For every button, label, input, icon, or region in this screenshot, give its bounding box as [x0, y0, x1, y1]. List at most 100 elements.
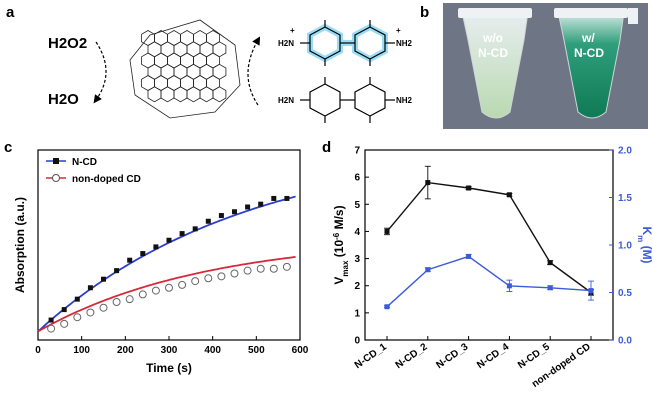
data-point-non-doped	[112, 298, 121, 306]
oxidized-tmb-structure: H2N NH2 + +	[278, 20, 413, 66]
km-point	[506, 283, 512, 289]
charge-label-1: +	[290, 26, 295, 35]
chart-c-xtick-label: 200	[117, 345, 134, 356]
amine-label-4: NH2	[396, 96, 413, 105]
km-point	[547, 285, 553, 291]
amine-label-3: H2N	[278, 96, 294, 105]
tube-without-ncd	[461, 11, 529, 119]
data-point-ncd	[232, 209, 237, 215]
tube-photo: w/o N-CD w/ N-CD	[443, 3, 648, 129]
chart-d-ylabel-left: Vmax (10-6 M/s)	[332, 205, 350, 284]
chart-d-left-tick-label: 3	[354, 254, 360, 265]
chart-d-left-tick-label: 2	[354, 281, 360, 292]
fit-curve-ncd	[37, 195, 296, 333]
tube-right-label-1: w/	[581, 31, 595, 45]
chart-c-xtick-label: 0	[35, 345, 41, 356]
chart-d-right-tick-label: 2.0	[618, 146, 632, 157]
data-point-non-doped	[282, 262, 291, 271]
chart-d-right-tick-label: 1.5	[618, 193, 632, 204]
data-point-ncd	[61, 307, 67, 313]
vmax-point	[466, 185, 472, 191]
svg-text:Km (M): Km (M)	[637, 226, 653, 263]
data-point-ncd	[101, 276, 106, 282]
data-point-ncd	[258, 201, 264, 207]
data-point-ncd	[140, 251, 146, 257]
chart-d-category-label: N-CD_5	[516, 341, 552, 371]
legend-marker-ncd	[53, 158, 59, 164]
vmax-point	[425, 180, 431, 186]
km-point	[425, 267, 431, 273]
panel-c-letter: c	[4, 139, 12, 156]
fit-curve-non-doped	[37, 256, 296, 333]
hex-ring	[160, 86, 175, 103]
data-point-non-doped	[138, 290, 147, 299]
chart-d-left-tick-label: 5	[354, 200, 360, 211]
chart-d-right-tick-label: 0.5	[618, 288, 632, 299]
data-point-ncd	[87, 285, 93, 291]
data-point-non-doped	[178, 280, 187, 289]
chart-c-xtick-label: 300	[161, 345, 178, 356]
data-point-ncd	[245, 204, 251, 210]
chart-c-xtick-label: 500	[248, 345, 265, 356]
km-line	[386, 255, 592, 308]
data-point-ncd	[218, 213, 224, 219]
vmax-line	[386, 181, 592, 294]
data-point-non-doped	[217, 272, 226, 281]
hex-ring	[173, 86, 188, 103]
right-curved-arrow	[247, 36, 261, 106]
chart-c-legend: N-CD non-doped CD	[46, 157, 141, 185]
tube-with-ncd	[557, 11, 625, 119]
chart-d-left-tick-label: 1	[354, 308, 360, 319]
chart-d-left-tick-label: 6	[354, 173, 360, 184]
chart-c: 0 100 200 300 400 500 600 Time (s) Absorption …	[13, 149, 309, 375]
data-point-non-doped	[99, 303, 108, 312]
svg-text:Vmax (10-6 M/s): Vmax (10-6 M/s)	[332, 205, 350, 284]
data-point-non-doped	[269, 264, 278, 273]
chart-c-xtick-label: 600	[292, 345, 309, 356]
chart-c-xtick-label: 100	[73, 345, 90, 356]
chart-d-left-tick-label: 4	[354, 227, 360, 238]
amine-label-2: NH2	[396, 39, 413, 48]
chart-d-left-tick-label: 7	[354, 146, 360, 157]
km-point	[588, 288, 594, 294]
data-point-non-doped	[60, 319, 69, 328]
tube-right-label-2: N-CD	[574, 46, 604, 60]
chart-d-ylabel-right: Km (M)	[637, 226, 653, 263]
panel-b-letter: b	[420, 4, 429, 21]
chart-c-ylabel: Absorption (a.u.)	[13, 197, 27, 293]
chart-c-xtick-label: 400	[204, 345, 221, 356]
data-point-non-doped	[73, 313, 82, 322]
chart-d-right-tick-label: 1.0	[618, 241, 632, 252]
data-point-ncd	[179, 231, 185, 237]
hex-ring	[199, 86, 214, 103]
data-point-non-doped	[256, 264, 265, 273]
chart-c-xlabel: Time (s)	[146, 361, 192, 375]
tube-left-label-1: w/o	[482, 31, 503, 45]
data-point-non-doped	[191, 277, 200, 286]
data-point-ncd	[48, 317, 54, 323]
km-point	[384, 304, 390, 310]
data-point-ncd	[166, 237, 172, 243]
legend-marker-non-doped	[52, 174, 60, 182]
left-curved-arrow	[93, 41, 107, 104]
km-point	[466, 253, 472, 259]
tube-left-label-2: N-CD	[478, 46, 508, 60]
data-point-ncd	[271, 195, 277, 201]
data-point-non-doped	[125, 295, 134, 304]
vmax-point	[506, 192, 512, 198]
data-point-non-doped	[230, 269, 239, 278]
hex-ring	[212, 86, 227, 103]
charge-label-2: +	[396, 26, 401, 35]
reactant-label: H2O2	[48, 35, 87, 52]
data-point-ncd	[284, 195, 290, 201]
data-point-non-doped	[151, 286, 160, 295]
data-point-ncd	[127, 257, 133, 263]
tmb-structure: H2N NH2	[278, 77, 413, 123]
chart-d-right-tick-label: 0.0	[618, 336, 632, 347]
data-point-non-doped	[243, 266, 252, 275]
data-point-non-doped	[86, 308, 95, 317]
hex-ring	[147, 86, 162, 103]
data-point-ncd	[74, 296, 80, 302]
